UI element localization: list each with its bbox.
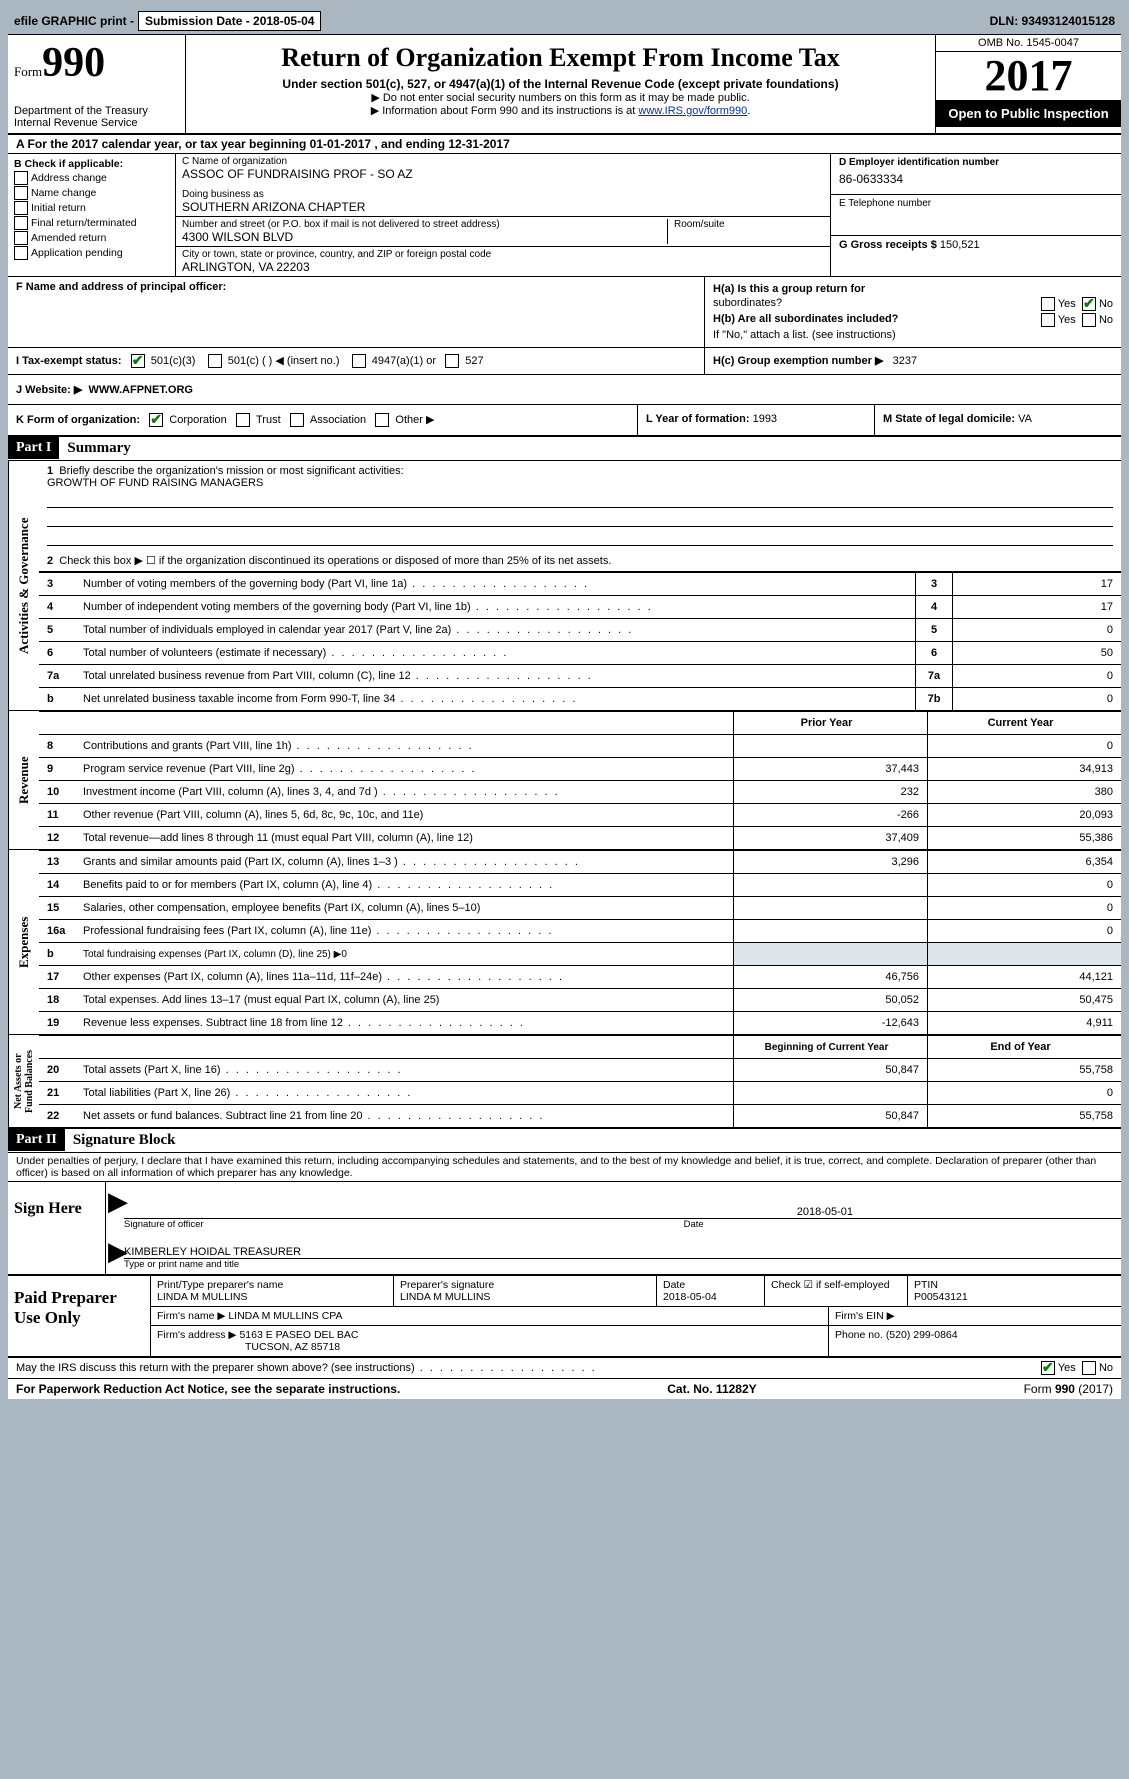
efile-topbar: efile GRAPHIC print - Submission Date - … xyxy=(8,8,1121,35)
col-b-checkboxes: B Check if applicable: Address change Na… xyxy=(8,154,176,276)
cb-app-pending[interactable]: Application pending xyxy=(14,246,169,260)
val-8-cy: 0 xyxy=(927,735,1121,757)
fine-print-1: ▶ Do not enter social security numbers o… xyxy=(192,91,929,104)
paid-preparer-section: Paid Preparer Use Only Print/Type prepar… xyxy=(8,1276,1121,1358)
city-value: ARLINGTON, VA 22203 xyxy=(182,260,824,274)
prep-phone: (520) 299-0864 xyxy=(886,1329,958,1341)
net-assets-section: Net Assets orFund Balances Beginning of … xyxy=(8,1035,1121,1129)
part1-header: Part I Summary xyxy=(8,437,1121,461)
cb-527[interactable] xyxy=(445,354,459,368)
row-fh: F Name and address of principal officer:… xyxy=(8,277,1121,348)
room-label: Room/suite xyxy=(674,219,824,230)
page-footer: For Paperwork Reduction Act Notice, see … xyxy=(8,1379,1121,1399)
vtab-revenue: Revenue xyxy=(8,711,39,849)
ptin: P00543121 xyxy=(914,1291,1115,1303)
cb-other[interactable] xyxy=(375,413,389,427)
phone-label: E Telephone number xyxy=(839,198,1113,209)
discuss-yesno: Yes No xyxy=(1035,1361,1113,1375)
cb-assoc[interactable] xyxy=(290,413,304,427)
sign-arrow-icon: ▶ xyxy=(108,1188,128,1214)
perjury-text: Under penalties of perjury, I declare th… xyxy=(8,1153,1121,1181)
domicile: VA xyxy=(1018,413,1032,425)
gross-label: G Gross receipts $ xyxy=(839,239,937,251)
val-7b: 0 xyxy=(953,688,1121,710)
prep-date: 2018-05-04 xyxy=(663,1291,758,1303)
prep-sig: LINDA M MULLINS xyxy=(400,1291,650,1303)
org-name: ASSOC OF FUNDRAISING PROF - SO AZ xyxy=(182,167,824,181)
row-a-tax-year: A For the 2017 calendar year, or tax yea… xyxy=(8,135,1121,154)
row-klm: K Form of organization: Corporation Trus… xyxy=(8,405,1121,437)
ein-value: 86-0633334 xyxy=(839,172,1113,186)
cb-address-change[interactable]: Address change xyxy=(14,171,169,185)
val-3: 17 xyxy=(953,573,1121,595)
gross-value: 150,521 xyxy=(940,239,980,251)
self-employed-check: Check ☑ if self-employed xyxy=(771,1279,890,1291)
cb-501c3[interactable] xyxy=(131,354,145,368)
ha-yesno: Yes No xyxy=(1041,297,1113,311)
form-subtitle: Under section 501(c), 527, or 4947(a)(1)… xyxy=(192,77,929,91)
form-number: Form990 xyxy=(14,39,179,87)
part2-header: Part II Signature Block xyxy=(8,1129,1121,1153)
fine-print-2: ▶ Information about Form 990 and its ins… xyxy=(192,104,929,117)
val-7a: 0 xyxy=(953,665,1121,687)
dba-value: SOUTHERN ARIZONA CHAPTER xyxy=(182,200,824,214)
tax-year: 2017 xyxy=(936,52,1121,100)
submission-date: Submission Date - 2018-05-04 xyxy=(138,11,321,31)
cb-501c[interactable] xyxy=(208,354,222,368)
val-5: 0 xyxy=(953,619,1121,641)
header: Form990 Department of the Treasury Inter… xyxy=(8,35,1121,135)
sign-arrow-icon-2: ▶ xyxy=(108,1238,128,1264)
sign-here-section: Sign Here ▶ 2018-05-01 Signature of offi… xyxy=(8,1181,1121,1276)
expenses-section: Expenses 13Grants and similar amounts pa… xyxy=(8,850,1121,1035)
cb-initial-return[interactable]: Initial return xyxy=(14,201,169,215)
irs-link[interactable]: www.IRS.gov/form990 xyxy=(638,105,747,117)
officer-name: KIMBERLEY HOIDAL TREASURER xyxy=(124,1246,301,1258)
f-label: F Name and address of principal officer: xyxy=(16,281,226,293)
val-6: 50 xyxy=(953,642,1121,664)
hc-value: 3237 xyxy=(893,355,917,367)
dba-label: Doing business as xyxy=(182,189,824,200)
dln: DLN: 93493124015128 xyxy=(990,14,1115,28)
c-name-label: C Name of organization xyxy=(182,156,824,167)
vtab-expenses: Expenses xyxy=(8,850,39,1034)
hb-yesno: Yes No xyxy=(1041,313,1113,327)
activities-governance: Activities & Governance 1 Briefly descri… xyxy=(8,461,1121,711)
row-i: I Tax-exempt status: 501(c)(3) 501(c) ( … xyxy=(8,348,1121,375)
open-inspection: Open to Public Inspection xyxy=(936,100,1121,127)
cb-4947[interactable] xyxy=(352,354,366,368)
revenue-section: Revenue Prior YearCurrent Year 8Contribu… xyxy=(8,711,1121,850)
firm-name: LINDA M MULLINS CPA xyxy=(228,1310,342,1322)
row-j: J Website: ▶ WWW.AFPNET.ORG xyxy=(8,375,1121,405)
year-formed: 1993 xyxy=(753,413,777,425)
firm-addr2: TUCSON, AZ 85718 xyxy=(157,1341,822,1353)
efile-label: efile GRAPHIC print - xyxy=(14,14,134,28)
dept-treasury: Department of the Treasury Internal Reve… xyxy=(14,105,179,129)
city-label: City or town, state or province, country… xyxy=(182,249,824,260)
cb-amended[interactable]: Amended return xyxy=(14,231,169,245)
form-title: Return of Organization Exempt From Incom… xyxy=(192,43,929,73)
sig-date: 2018-05-01 xyxy=(797,1206,1113,1218)
h-block: H(a) Is this a group return for subordin… xyxy=(705,277,1121,347)
identity-block: B Check if applicable: Address change Na… xyxy=(8,154,1121,277)
cb-corp[interactable] xyxy=(149,413,163,427)
vtab-net-assets: Net Assets orFund Balances xyxy=(8,1035,39,1127)
firm-addr1: 5163 E PASEO DEL BAC xyxy=(239,1329,358,1341)
cb-trust[interactable] xyxy=(236,413,250,427)
omb-number: OMB No. 1545-0047 xyxy=(936,35,1121,52)
mission-text: GROWTH OF FUND RAISING MANAGERS xyxy=(47,477,1113,489)
form-990-page: efile GRAPHIC print - Submission Date - … xyxy=(8,8,1121,1399)
val-4: 17 xyxy=(953,596,1121,618)
street-value: 4300 WILSON BLVD xyxy=(182,230,667,244)
ein-label: D Employer identification number xyxy=(839,157,1113,168)
street-label: Number and street (or P.O. box if mail i… xyxy=(182,219,667,230)
website-value: WWW.AFPNET.ORG xyxy=(88,384,193,396)
prep-name: LINDA M MULLINS xyxy=(157,1291,387,1303)
vtab-activities: Activities & Governance xyxy=(8,461,39,710)
discuss-row: May the IRS discuss this return with the… xyxy=(8,1358,1121,1379)
cb-final-return[interactable]: Final return/terminated xyxy=(14,216,169,230)
cb-name-change[interactable]: Name change xyxy=(14,186,169,200)
